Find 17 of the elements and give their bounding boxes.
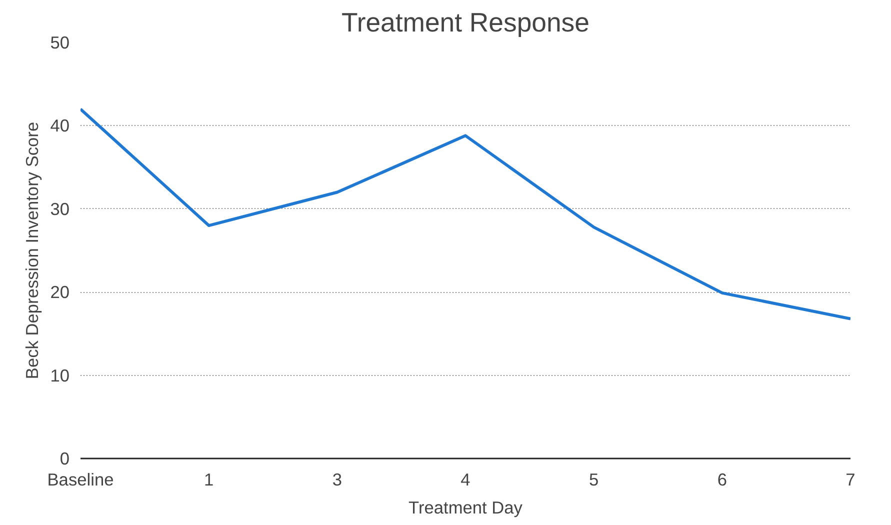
x-tick-label: 6	[717, 470, 727, 490]
line-series	[80, 108, 850, 320]
x-tick-label: Baseline	[47, 470, 114, 490]
x-tick-label: 4	[460, 470, 471, 490]
y-tick-label: 40	[50, 116, 70, 136]
x-tick-label: 7	[846, 470, 856, 490]
x-tick-label: 3	[332, 470, 342, 490]
y-tick-label: 50	[50, 32, 70, 52]
y-tick-label: 20	[50, 282, 70, 302]
x-tick-label: 5	[589, 470, 599, 490]
y-tick-label: 10	[50, 365, 70, 386]
x-tick-label: 1	[204, 470, 214, 490]
chart-title: Treatment Response	[342, 8, 590, 38]
y-tick-label: 0	[60, 448, 70, 468]
y-axis-title: Beck Depression Inventory Score	[22, 122, 42, 380]
x-axis-title: Treatment Day	[408, 498, 523, 518]
y-tick-label: 30	[50, 198, 70, 219]
